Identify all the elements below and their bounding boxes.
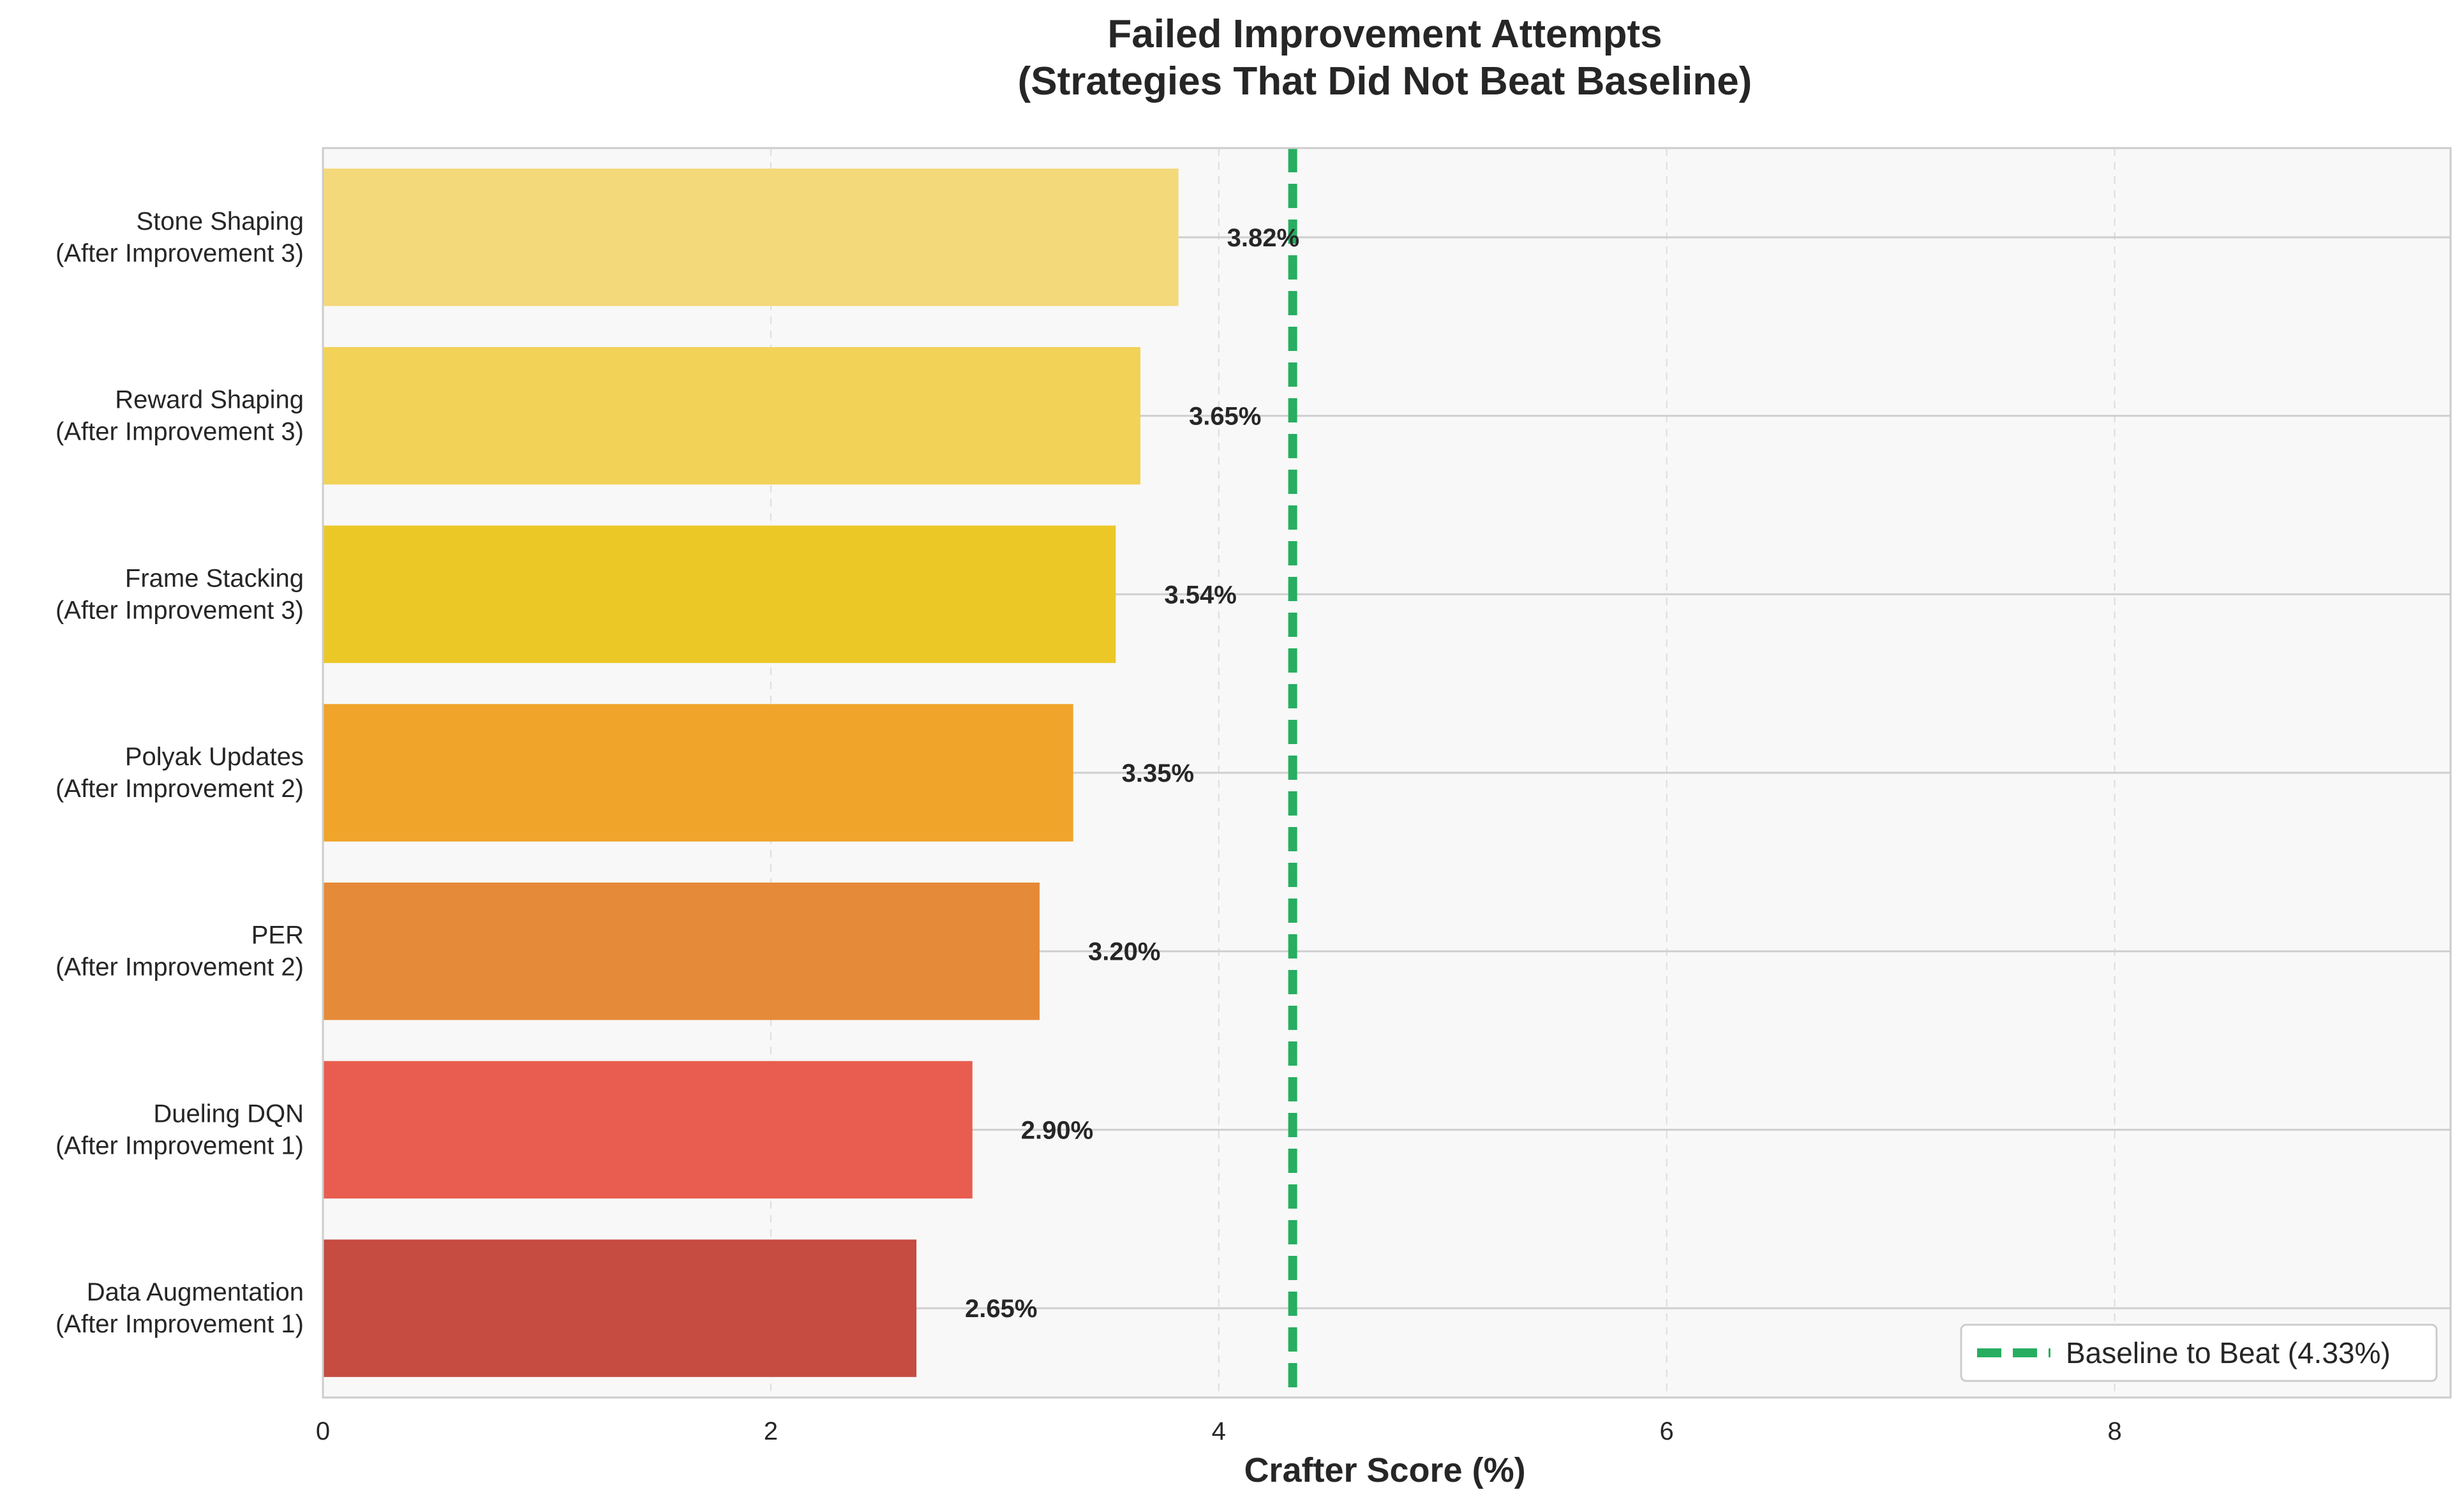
x-tick-labels: 0 2 4 6 8: [316, 1417, 2122, 1445]
y-tick-label-line: (After Improvement 1): [56, 1310, 304, 1338]
y-tick-label-line: Frame Stacking: [125, 564, 304, 592]
y-tick-label-line: (After Improvement 1): [56, 1131, 304, 1159]
bar: [323, 525, 1116, 663]
bar: [323, 347, 1140, 485]
y-tick-label-line: Polyak Updates: [125, 743, 304, 771]
y-tick-label: Polyak Updates (After Improvement 2): [56, 743, 304, 803]
y-tick-label: Dueling DQN (After Improvement 1): [56, 1100, 304, 1159]
y-tick-label-line: Data Augmentation: [87, 1278, 304, 1306]
y-tick-label: Frame Stacking (After Improvement 3): [56, 564, 304, 624]
y-tick-label-line: (After Improvement 3): [56, 239, 304, 267]
y-tick-label-line: (After Improvement 3): [56, 596, 304, 624]
value-label: 3.82%: [1227, 224, 1299, 252]
legend-box: [1960, 1323, 2438, 1382]
chart-title: Failed Improvement Attempts: [1107, 12, 1662, 56]
bar: [323, 1239, 917, 1377]
y-tick-label: Reward Shaping (After Improvement 3): [56, 386, 304, 446]
value-labels: 3.82% 3.65% 3.54% 3.35% 3.20% 2.90% 2.65%: [965, 224, 1299, 1323]
y-tick-label: PER (After Improvement 2): [56, 921, 304, 981]
legend: Baseline to Beat (4.33%): [1960, 1323, 2438, 1382]
value-label: 3.20%: [1088, 938, 1160, 966]
y-tick-label-line: Stone Shaping: [137, 207, 304, 235]
y-tick-labels: Stone Shaping (After Improvement 3)Reward…: [56, 207, 304, 1338]
y-tick-label-line: Dueling DQN: [153, 1100, 304, 1128]
y-tick-label-line: Reward Shaping: [115, 386, 304, 414]
bars: [323, 168, 1179, 1377]
bar: [323, 704, 1073, 842]
x-tick-label: 0: [316, 1417, 330, 1445]
plot-border: [322, 147, 2452, 1399]
bar: [323, 883, 1040, 1020]
y-tick-label-line: (After Improvement 2): [56, 775, 304, 803]
value-label: 3.35%: [1122, 759, 1194, 787]
x-tick-label: 2: [764, 1417, 778, 1445]
y-tick-label-line: (After Improvement 2): [56, 953, 304, 981]
bar: [323, 168, 1179, 306]
x-tick-label: 6: [1660, 1417, 1674, 1445]
chart-subtitle: (Strategies That Did Not Beat Baseline): [1018, 59, 1752, 103]
y-tick-label: Data Augmentation (After Improvement 1): [56, 1278, 304, 1338]
value-label: 3.54%: [1164, 581, 1236, 609]
legend-baseline-label: Baseline to Beat (4.33%): [2066, 1336, 2391, 1369]
x-axis-label: Crafter Score (%): [1244, 1451, 1525, 1489]
x-tick-label: 8: [2107, 1417, 2121, 1445]
bar: [323, 1061, 973, 1199]
x-tick-label: 4: [1212, 1417, 1226, 1445]
y-tick-label-line: (After Improvement 3): [56, 418, 304, 446]
value-label: 2.65%: [965, 1295, 1037, 1323]
y-tick-label-line: PER: [251, 921, 304, 950]
value-label: 3.65%: [1189, 403, 1261, 431]
value-label: 2.90%: [1021, 1116, 1093, 1144]
y-tick-label: Stone Shaping (After Improvement 3): [56, 207, 304, 267]
